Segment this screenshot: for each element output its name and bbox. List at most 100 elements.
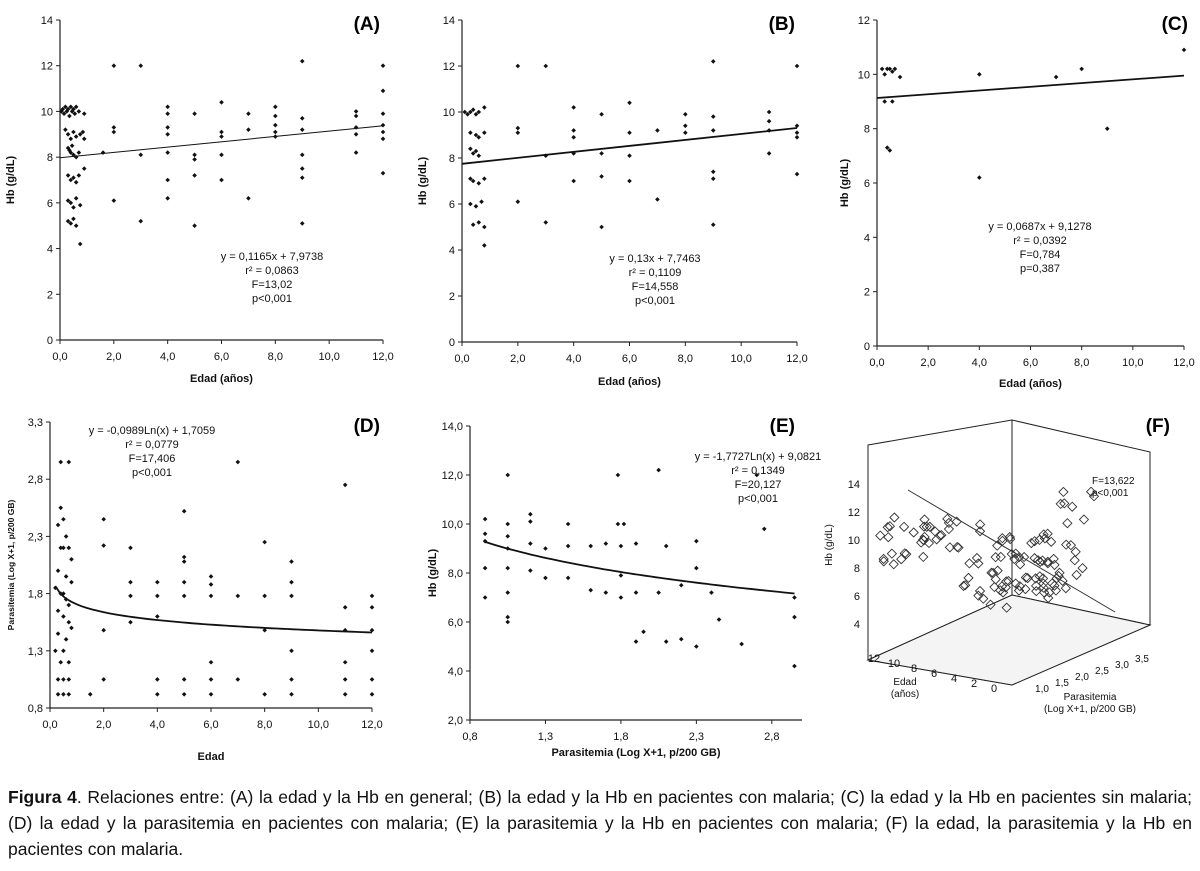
y-tick-label: 10 xyxy=(858,69,870,81)
data-point xyxy=(739,641,744,647)
x-tick-label: 2,0 xyxy=(96,719,111,731)
x-tick-label: 0,0 xyxy=(52,351,67,363)
data-point xyxy=(58,459,64,465)
data-point xyxy=(76,150,82,155)
data-point xyxy=(68,104,74,110)
data-point xyxy=(884,66,890,72)
data-point xyxy=(919,531,930,543)
data-point xyxy=(380,111,386,117)
data-point xyxy=(342,482,348,488)
chart-panel-2: 0,0 2,0 4,0 6,0 8,0 10,0 12,0 0 2 4 6 8 10 12 14 Edad (… xyxy=(417,14,808,388)
data-point xyxy=(63,104,68,110)
data-point xyxy=(473,148,479,154)
x-tick-label: 12,0 xyxy=(786,353,807,365)
data-point xyxy=(71,106,76,112)
data-point xyxy=(81,136,87,142)
y-tick-label: 14,0 xyxy=(442,421,463,433)
data-point xyxy=(618,573,624,578)
data-point xyxy=(754,472,760,478)
data-point xyxy=(528,511,533,517)
data-point xyxy=(694,565,699,571)
data-point xyxy=(1085,486,1097,497)
data-point xyxy=(1031,586,1042,597)
data-point xyxy=(886,548,898,559)
data-point xyxy=(181,691,187,697)
data-point xyxy=(1067,501,1078,512)
x-tick-label: 4,0 xyxy=(566,353,581,365)
data-point xyxy=(990,552,1001,563)
data-point xyxy=(55,677,61,682)
data-point xyxy=(369,593,375,599)
x-tick-label: 2,0 xyxy=(106,351,121,363)
data-point xyxy=(69,143,75,149)
data-point xyxy=(656,467,661,473)
data-point xyxy=(262,627,267,633)
y-tick-label: 2 xyxy=(449,291,455,303)
stats-line: p<0,001 xyxy=(252,293,292,305)
data-point xyxy=(633,590,639,595)
data-point xyxy=(1000,582,1011,593)
stats-line: F=13,02 xyxy=(252,279,293,291)
x-tick-label: 0,0 xyxy=(869,357,884,369)
data-point xyxy=(63,597,69,602)
y-tick-label: 0 xyxy=(449,337,455,349)
data-point xyxy=(1015,559,1026,570)
data-point xyxy=(76,173,82,178)
data-point xyxy=(482,531,488,537)
stats-line: y = -0,0989Ln(x) + 1,7059 xyxy=(89,425,216,437)
data-point xyxy=(73,154,79,160)
caption-text: . Relaciones entre: (A) la edad y la Hb … xyxy=(8,787,1192,859)
data-point xyxy=(61,648,66,654)
data-point xyxy=(476,135,482,140)
data-point xyxy=(884,145,890,150)
y-axis-label: Hb (g/dL) xyxy=(427,549,439,598)
data-point xyxy=(618,595,624,600)
trend-line xyxy=(907,489,1116,613)
data-point xyxy=(165,104,170,110)
data-point xyxy=(1001,602,1012,613)
stats-line: y = 0,1165x + 7,9738 xyxy=(221,251,324,263)
y-tick-label: 4 xyxy=(47,244,53,256)
x-tick-label: 4,0 xyxy=(150,719,165,731)
data-point xyxy=(599,112,604,117)
y-axis-label: Parasitemia (Log X+1, p/200 GB) xyxy=(6,500,16,631)
data-point xyxy=(571,128,576,133)
data-point xyxy=(1061,539,1072,550)
data-point xyxy=(505,472,511,478)
data-point xyxy=(61,516,66,522)
data-point xyxy=(60,106,65,112)
data-point xyxy=(889,512,900,523)
data-point xyxy=(77,131,83,137)
data-point xyxy=(543,153,549,158)
data-point xyxy=(353,109,359,114)
data-point xyxy=(897,74,903,80)
data-point xyxy=(273,104,278,110)
chart-panel-1: 0,0 2,0 4,0 6,0 8,0 10,0 12,0 0 2 4 6 8 10 12 14 Edad (… xyxy=(5,14,394,385)
y-tick-label: 12 xyxy=(848,507,860,519)
data-point xyxy=(663,543,669,549)
data-point xyxy=(128,593,133,599)
data-point xyxy=(289,579,294,585)
data-point xyxy=(65,106,71,112)
data-point xyxy=(1049,580,1060,591)
x-tick-label: 2,0 xyxy=(921,357,936,369)
z-tick-label: 12 xyxy=(868,653,880,665)
stats-line: F=20,127 xyxy=(735,479,782,491)
data-point xyxy=(1038,529,1049,540)
data-point xyxy=(627,100,632,106)
data-point xyxy=(342,659,348,665)
data-point xyxy=(476,181,482,186)
y-tick-label: 12 xyxy=(858,15,870,27)
chart-panel-4: 0,0 2,0 4,0 6,0 8,0 10,0 12,0 0,8 1,3 1,8 2,3 2,8 3,… xyxy=(6,416,383,760)
stats-line: r² = 0,1109 xyxy=(629,267,682,279)
y-tick-label: 8 xyxy=(449,153,455,165)
x-tick-label: 10,0 xyxy=(730,353,751,365)
data-point xyxy=(380,63,386,69)
data-point xyxy=(155,691,160,697)
data-point xyxy=(995,585,1006,596)
data-point xyxy=(710,114,716,119)
x-axis-label-part: Parasitemia xyxy=(1064,692,1117,703)
data-point xyxy=(603,541,609,546)
data-point xyxy=(710,169,716,175)
data-point xyxy=(879,66,885,72)
